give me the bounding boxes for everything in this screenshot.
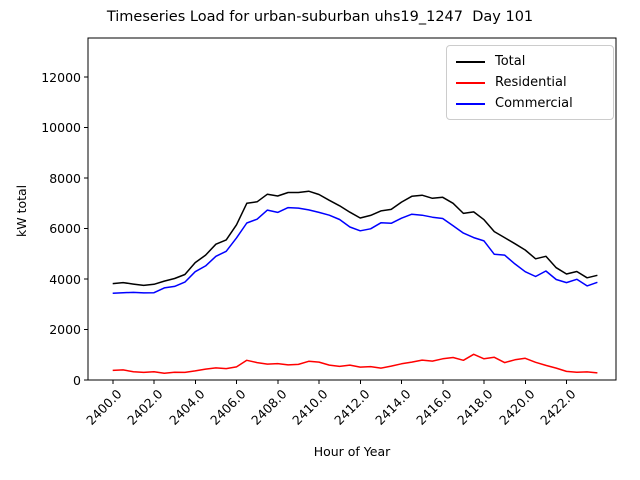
y-tick-label: 2000 [49,322,81,338]
legend-item-residential: Residential [456,72,604,93]
legend-line-swatch [456,60,485,63]
series-line-total [112,190,598,287]
series-line-residential [112,353,598,374]
y-tick-label: 12000 [41,69,81,85]
legend-label: Commercial [495,96,573,111]
y-tick-label: 4000 [49,271,81,287]
legend-label: Residential [495,75,567,90]
y-tick-label: 0 [73,372,81,388]
legend: Total Residential Commercial [446,45,614,120]
y-tick-label: 6000 [49,221,81,237]
x-axis-label: Hour of Year [313,444,391,459]
y-tick-label: 10000 [41,120,81,136]
axes-spines [87,37,617,381]
legend-line-swatch [456,81,485,84]
y-tick-label: 8000 [49,170,81,186]
legend-line-swatch [456,102,485,105]
legend-item-total: Total [456,51,604,72]
legend-item-commercial: Commercial [456,93,604,114]
legend-label: Total [495,54,526,69]
series-line-commercial [112,206,598,294]
chart-title: Timeseries Load for urban-suburban uhs19… [106,9,534,25]
